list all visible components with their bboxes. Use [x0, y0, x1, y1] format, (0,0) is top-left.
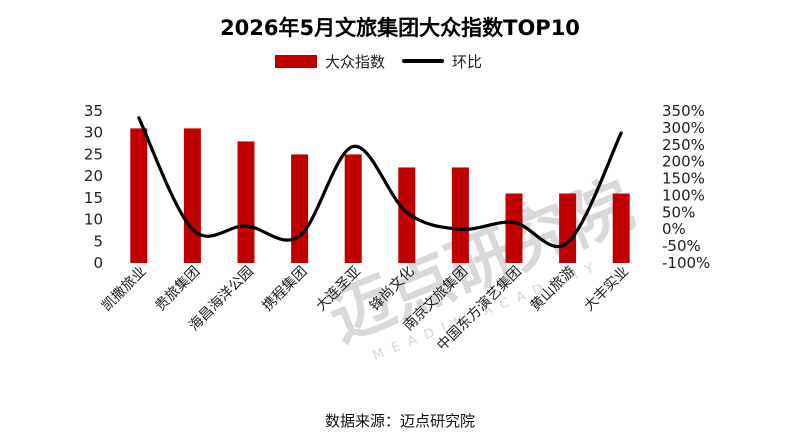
- y-right-tick-label: 50%: [662, 203, 695, 221]
- y-right-tick-label: 350%: [662, 102, 705, 120]
- bar: [505, 193, 523, 263]
- y-left-tick-label: 35: [84, 102, 103, 120]
- legend-item-line: 环比: [402, 50, 482, 72]
- bar: [183, 128, 201, 263]
- legend-label-bar: 大众指数: [325, 52, 386, 71]
- chart-title: 2026年5月文旅集团大众指数TOP10: [220, 16, 580, 40]
- category-label: 凯撒旅业: [99, 264, 150, 315]
- bar: [612, 193, 630, 263]
- y-right-tick-label: -100%: [662, 254, 710, 272]
- category-label: 贵旅集团: [152, 263, 204, 315]
- bar: [291, 154, 309, 263]
- bar: [130, 128, 148, 263]
- legend-swatch-bar: [275, 54, 317, 68]
- y-right-tick-label: 150%: [662, 170, 705, 188]
- line-series: [137, 116, 623, 249]
- category-label: 携程集团: [259, 263, 311, 315]
- y-axis-left: 0 5 10 15 20 25 30 35: [84, 102, 103, 272]
- y-axis-right: -100%-50%0%50%100%150%200%250%300%350%: [662, 102, 710, 272]
- source-note: 数据来源：迈点研究院: [324, 412, 475, 430]
- bar: [237, 141, 255, 263]
- y-right-tick-label: 200%: [662, 153, 705, 171]
- y-left-tick-label: 20: [84, 167, 103, 185]
- bar: [344, 154, 362, 263]
- legend: 大众指数 环比: [0, 50, 800, 72]
- trend-line: [137, 116, 623, 249]
- legend-item-bar: 大众指数: [275, 50, 385, 72]
- y-left-tick-label: 25: [84, 145, 103, 163]
- legend-swatch-line: [402, 59, 444, 63]
- legend-label-line: 环比: [452, 52, 483, 71]
- y-right-tick-label: 100%: [662, 186, 705, 204]
- y-right-tick-label: 250%: [662, 136, 705, 154]
- bar: [559, 193, 577, 263]
- y-right-tick-label: 0%: [662, 220, 686, 238]
- y-left-tick-label: 5: [93, 232, 103, 250]
- y-left-tick-label: 0: [93, 254, 103, 272]
- y-left-tick-label: 15: [84, 189, 103, 207]
- y-right-tick-label: 300%: [662, 119, 705, 137]
- y-right-tick-label: -50%: [662, 237, 701, 255]
- y-left-tick-label: 30: [84, 124, 103, 142]
- y-left-tick-label: 10: [84, 211, 103, 229]
- bar: [398, 167, 416, 263]
- bar: [451, 167, 469, 263]
